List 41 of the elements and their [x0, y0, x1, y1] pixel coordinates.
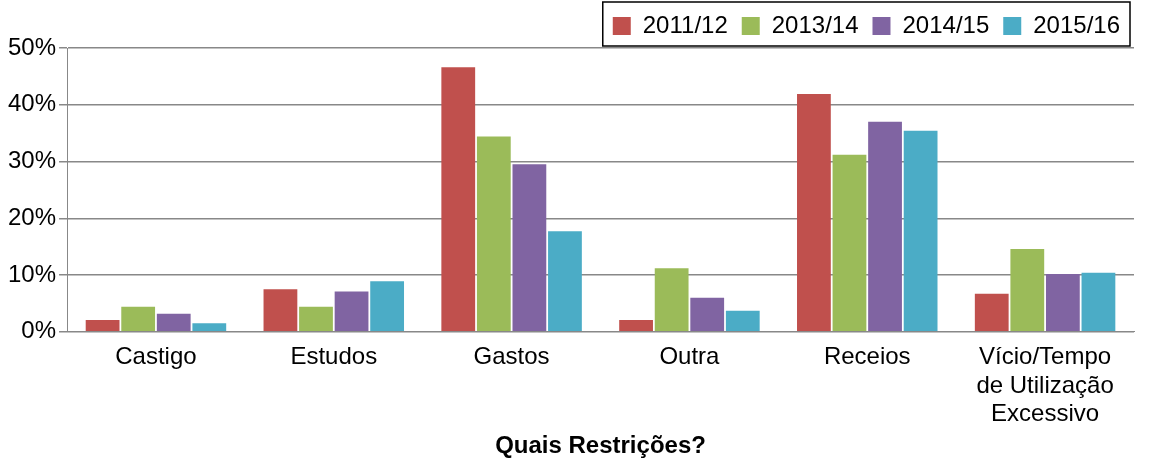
bar [299, 306, 333, 332]
bar [619, 319, 653, 332]
y-tick-label: 10% [7, 259, 57, 287]
legend-label: 2015/16 [1033, 10, 1121, 38]
x-tick-label: Gastos [473, 341, 550, 369]
y-tick-label: 50% [7, 32, 57, 60]
bar [441, 67, 476, 332]
bar [334, 291, 369, 332]
bar [903, 130, 938, 332]
bar [832, 154, 867, 332]
legend-label: 2013/14 [771, 10, 859, 38]
x-tick-label: Vício/Tempo de Utilização Excessivo [976, 341, 1114, 427]
bar [156, 313, 191, 332]
bar [654, 268, 689, 332]
bar [868, 121, 902, 332]
bar [512, 164, 547, 332]
bar [548, 231, 582, 332]
x-axis-title: Quais Restrições? [495, 431, 706, 459]
bar [121, 306, 156, 332]
bar [192, 323, 227, 332]
bar [797, 93, 831, 332]
legend-label: 2014/15 [902, 10, 990, 38]
bar [370, 281, 405, 332]
y-tick-label: 0% [21, 316, 57, 344]
y-tick-label: 20% [7, 202, 57, 230]
legend-label: 2011/12 [642, 10, 728, 38]
y-tick-label: 30% [7, 146, 57, 174]
x-tick-label: Outra [659, 341, 721, 369]
bar [690, 297, 725, 332]
bar [1010, 248, 1045, 332]
bar [263, 289, 298, 332]
bar [476, 136, 511, 332]
bar [725, 310, 760, 332]
bar [1081, 272, 1116, 332]
x-tick-label: Receios [823, 341, 911, 369]
x-tick-label: Estudos [290, 341, 378, 369]
bar [1045, 273, 1080, 332]
bar [85, 319, 120, 332]
x-tick-label: Castigo [115, 341, 197, 369]
bar [974, 293, 1009, 332]
y-tick-label: 40% [7, 89, 57, 117]
